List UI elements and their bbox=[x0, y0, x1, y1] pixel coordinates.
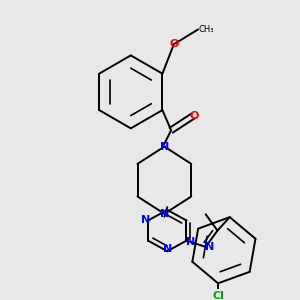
Text: N: N bbox=[160, 142, 169, 152]
Text: N: N bbox=[205, 242, 214, 252]
Text: N: N bbox=[186, 237, 195, 247]
Text: N: N bbox=[141, 215, 150, 226]
Text: Cl: Cl bbox=[212, 291, 224, 300]
Text: O: O bbox=[169, 39, 179, 49]
Text: CH₃: CH₃ bbox=[199, 25, 214, 34]
Text: N: N bbox=[160, 209, 169, 219]
Text: O: O bbox=[190, 111, 199, 121]
Text: N: N bbox=[163, 244, 172, 254]
